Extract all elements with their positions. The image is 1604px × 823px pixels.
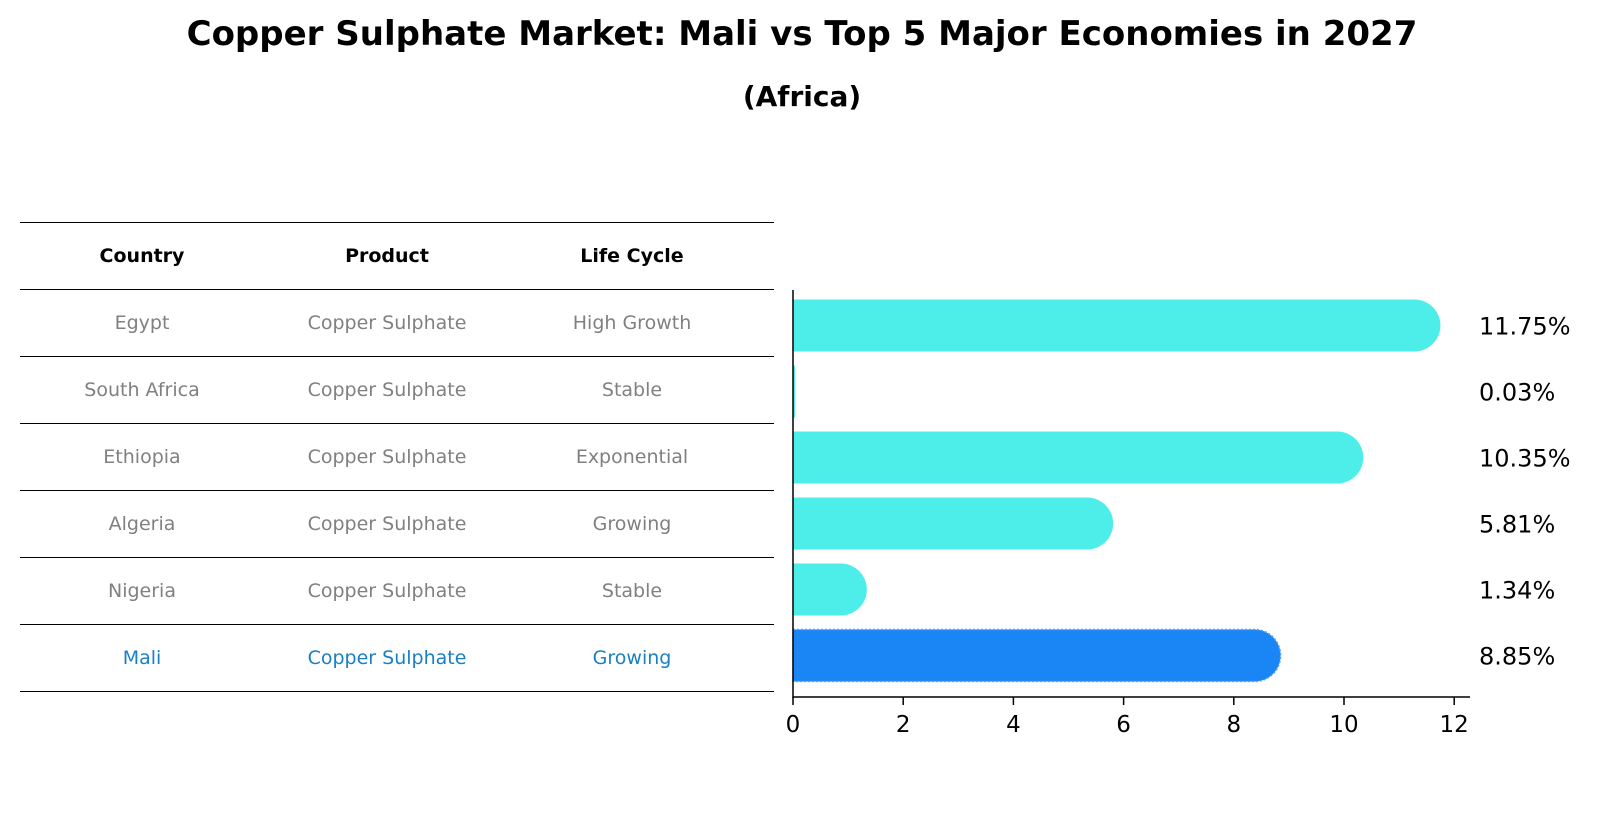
bar-value-label: 0.03% [1479,379,1555,407]
table-row: Ethiopia Copper Sulphate Exponential [20,423,774,490]
bar-value-label: 11.75% [1479,313,1571,341]
table-row: Algeria Copper Sulphate Growing [20,490,774,557]
cell-country: Egypt [114,312,170,334]
header-product: Product [345,245,429,267]
cell-life-cycle: Growing [592,513,672,535]
cell-product: Copper Sulphate [307,513,467,535]
x-tick-label: 8 [1226,712,1241,738]
cell-life-cycle: Growing [592,647,672,669]
x-tick-label: 0 [786,712,801,738]
cell-life-cycle: High Growth [572,312,692,334]
table-header-row: Country Product Life Cycle [20,222,774,289]
cell-life-cycle: Exponential [575,446,689,468]
table-row-highlighted: Mali Copper Sulphate Growing [20,624,774,692]
cell-country: South Africa [84,379,200,401]
bar-value-label: 10.35% [1479,445,1571,473]
bar-value-label: 5.81% [1479,511,1555,539]
x-tick-label: 2 [896,712,911,738]
header-life-cycle: Life Cycle [580,245,684,267]
table-row: South Africa Copper Sulphate Stable [20,356,774,423]
table-row: Nigeria Copper Sulphate Stable [20,557,774,624]
cell-product: Copper Sulphate [307,580,467,602]
bar-ethiopia [793,431,1364,484]
bar-nigeria [793,563,867,616]
cell-life-cycle: Stable [601,379,663,401]
bar-egypt [793,299,1441,352]
data-table: Country Product Life Cycle Egypt Copper … [20,222,774,692]
x-tick-label: 4 [1006,712,1021,738]
cell-life-cycle: Stable [601,580,663,602]
cell-country: Nigeria [108,580,176,602]
cell-product: Copper Sulphate [307,379,467,401]
cell-product: Copper Sulphate [307,446,467,468]
chart-subtitle: (Africa) [742,80,862,113]
cell-product: Copper Sulphate [307,647,467,669]
header-country: Country [99,245,185,267]
bar-algeria [793,497,1114,550]
chart-title: Copper Sulphate Market: Mali vs Top 5 Ma… [186,14,1418,54]
table-row: Egypt Copper Sulphate High Growth [20,289,774,356]
cell-country: Mali [122,647,162,669]
x-tick-label: 6 [1116,712,1131,738]
cell-country: Algeria [108,513,176,535]
bar-value-label: 8.85% [1479,643,1555,671]
x-tick-label: 12 [1440,712,1469,738]
cell-product: Copper Sulphate [307,312,467,334]
x-tick-label: 10 [1329,712,1358,738]
bar-mali [792,628,1282,683]
cell-country: Ethiopia [103,446,181,468]
bar-value-label: 1.34% [1479,577,1555,605]
